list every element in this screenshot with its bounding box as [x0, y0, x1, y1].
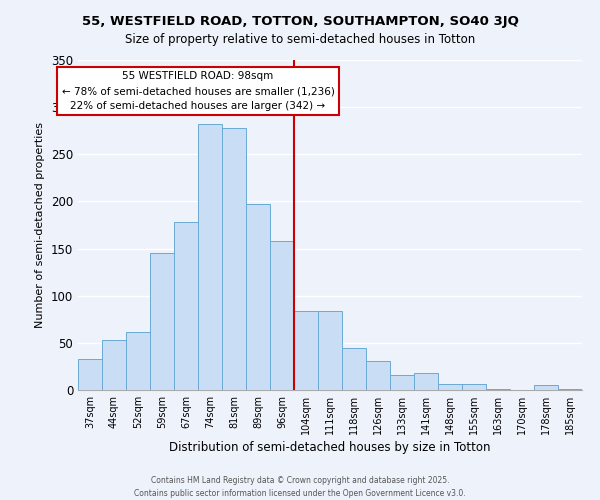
Bar: [366, 361, 390, 390]
Bar: [294, 311, 318, 390]
Bar: [246, 204, 270, 390]
Y-axis label: Number of semi-detached properties: Number of semi-detached properties: [35, 122, 46, 328]
Bar: [78, 359, 102, 390]
Text: Contains HM Land Registry data © Crown copyright and database right 2025.
Contai: Contains HM Land Registry data © Crown c…: [134, 476, 466, 498]
Text: 55 WESTFIELD ROAD: 98sqm
← 78% of semi-detached houses are smaller (1,236)
22% o: 55 WESTFIELD ROAD: 98sqm ← 78% of semi-d…: [62, 72, 334, 111]
Bar: [414, 373, 438, 390]
Bar: [174, 222, 198, 390]
Text: 55, WESTFIELD ROAD, TOTTON, SOUTHAMPTON, SO40 3JQ: 55, WESTFIELD ROAD, TOTTON, SOUTHAMPTON,…: [82, 15, 518, 28]
Bar: [102, 340, 126, 390]
Bar: [438, 384, 462, 390]
Bar: [534, 386, 558, 390]
Bar: [318, 311, 342, 390]
Bar: [126, 332, 150, 390]
Text: Size of property relative to semi-detached houses in Totton: Size of property relative to semi-detach…: [125, 32, 475, 46]
Bar: [198, 124, 222, 390]
Bar: [150, 254, 174, 390]
Bar: [270, 241, 294, 390]
Bar: [558, 389, 582, 390]
Bar: [462, 384, 486, 390]
Bar: [390, 375, 414, 390]
Bar: [342, 348, 366, 390]
X-axis label: Distribution of semi-detached houses by size in Totton: Distribution of semi-detached houses by …: [169, 441, 491, 454]
Bar: [222, 128, 246, 390]
Bar: [486, 389, 510, 390]
